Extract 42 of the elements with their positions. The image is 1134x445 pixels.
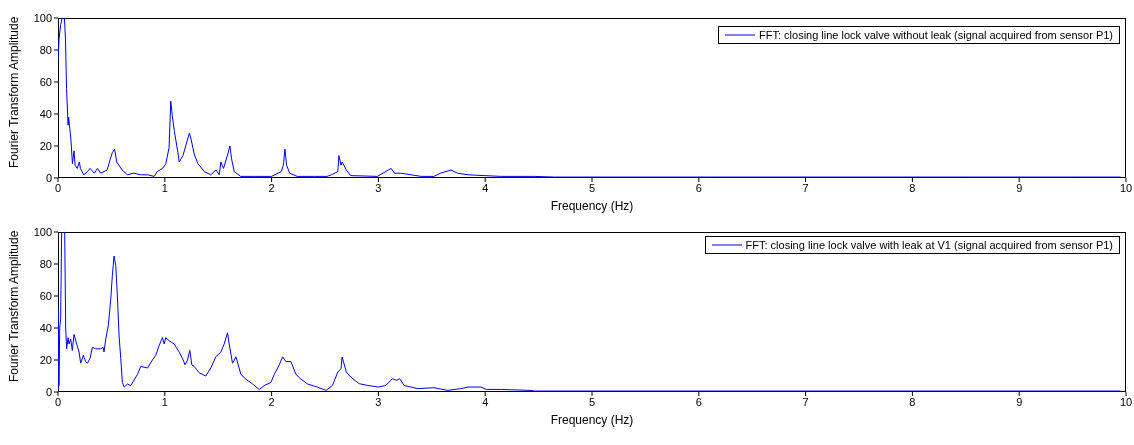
x-tick-label: 7 [802, 395, 809, 408]
y-tick-label: 80 [39, 43, 52, 56]
y-tick-label: 20 [39, 139, 52, 152]
x-tick-label: 7 [802, 181, 809, 194]
x-tick-label: 4 [482, 181, 489, 194]
x-axis-title: Frequency (Hz) [550, 413, 634, 427]
y-tick-label: 80 [39, 257, 52, 270]
line-series [58, 232, 1122, 392]
x-tick-label: 9 [1016, 181, 1023, 194]
line-series [58, 18, 1122, 178]
x-tick-label: 10 [1119, 181, 1133, 194]
y-axis-title: Fourier Transform Amplitude [7, 16, 22, 168]
x-tick-label: 4 [482, 395, 489, 408]
y-tick-label: 20 [39, 353, 52, 366]
x-tick-label: 5 [588, 395, 596, 408]
y-tick-label: 40 [39, 321, 52, 334]
y-tick-label: 60 [39, 75, 52, 88]
y-tick-label: 40 [39, 107, 52, 120]
x-tick-label: 6 [695, 181, 702, 194]
y-tick-label: 100 [33, 225, 52, 238]
x-tick-label: 0 [54, 395, 62, 408]
x-tick-label: 10 [1119, 395, 1133, 408]
x-tick-label: 1 [161, 395, 168, 408]
x-tick-label: 2 [268, 395, 275, 408]
y-tick-label: 100 [33, 11, 52, 24]
y-tick-label: 0 [45, 171, 52, 184]
legend-label: FFT: closing line lock valve without leak (signal acquired from sensor P1) [759, 29, 1113, 41]
x-tick-label: 8 [909, 395, 916, 408]
x-axis-title: Frequency (Hz) [550, 199, 634, 213]
y-axis-title: Fourier Transform Amplitude [7, 230, 22, 382]
y-tick-label: 0 [45, 385, 52, 398]
y-tick-label: 60 [39, 289, 52, 302]
x-tick-label: 9 [1016, 395, 1023, 408]
x-tick-label: 1 [161, 181, 168, 194]
x-tick-label: 3 [375, 395, 382, 408]
x-tick-label: 5 [588, 181, 596, 194]
x-tick-label: 6 [695, 395, 702, 408]
legend-label: FFT: closing line lock valve with leak at V1 (signal acquired from sensor P1) [745, 239, 1113, 251]
x-tick-label: 2 [268, 181, 275, 194]
x-tick-label: 8 [909, 181, 916, 194]
x-tick-label: 0 [54, 181, 62, 194]
x-tick-label: 3 [375, 181, 382, 194]
